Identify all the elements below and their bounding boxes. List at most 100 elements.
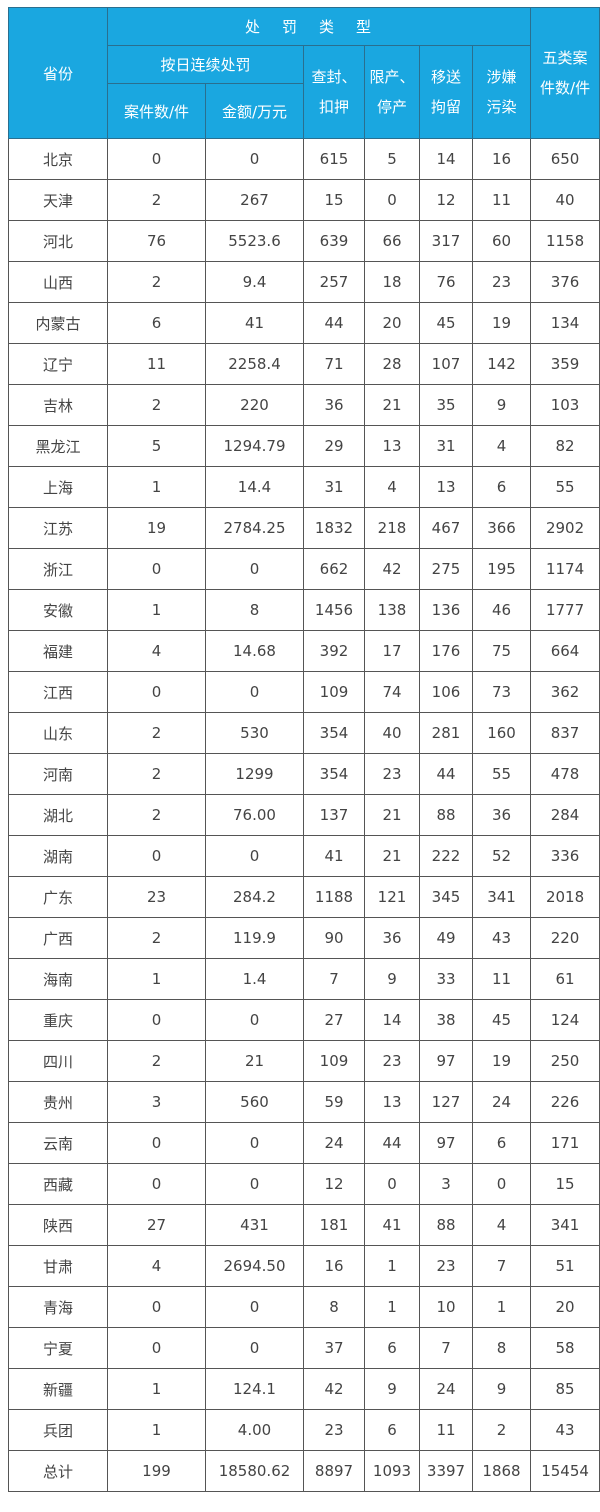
cell-province: 总计 bbox=[8, 1450, 108, 1492]
cell-daily-amount: 0 bbox=[205, 1286, 304, 1328]
table-row: 湖南 0 0 41 21 222 52 336 bbox=[8, 835, 600, 877]
table-row: 青海 0 0 8 1 10 1 20 bbox=[8, 1286, 600, 1328]
header-total-cases: 五类案 件数/件 bbox=[530, 7, 600, 139]
cell-total-cases: 58 bbox=[530, 1327, 600, 1369]
cell-suspected-pollution: 2 bbox=[471, 1409, 532, 1451]
cell-limit-stop: 0 bbox=[364, 1163, 420, 1205]
cell-limit-stop: 5 bbox=[364, 138, 420, 180]
cell-province: 江西 bbox=[8, 671, 108, 713]
cell-daily-amount: 284.2 bbox=[205, 876, 304, 918]
cell-daily-case-count: 0 bbox=[107, 835, 206, 877]
cell-province: 西藏 bbox=[8, 1163, 108, 1205]
cell-seal-seize: 8897 bbox=[303, 1450, 365, 1492]
cell-suspected-pollution: 7 bbox=[471, 1245, 532, 1287]
cell-seal-seize: 354 bbox=[303, 753, 365, 795]
cell-suspected-pollution: 60 bbox=[471, 220, 532, 262]
header-suspected-pollution: 涉嫌 污染 bbox=[471, 45, 532, 139]
cell-province: 海南 bbox=[8, 958, 108, 1000]
cell-seal-seize: 42 bbox=[303, 1368, 365, 1410]
table-row: 宁夏 0 0 37 6 7 8 58 bbox=[8, 1327, 600, 1369]
cell-seal-seize: 15 bbox=[303, 179, 365, 221]
table-row: 山东 2 530 354 40 281 160 837 bbox=[8, 712, 600, 754]
cell-suspected-pollution: 4 bbox=[471, 1204, 532, 1246]
cell-daily-amount: 0 bbox=[205, 1327, 304, 1369]
cell-daily-case-count: 0 bbox=[107, 1286, 206, 1328]
header-seal-seize: 查封、 扣押 bbox=[303, 45, 365, 139]
cell-daily-case-count: 4 bbox=[107, 630, 206, 672]
cell-total-cases: 15454 bbox=[530, 1450, 600, 1492]
cell-daily-case-count: 0 bbox=[107, 999, 206, 1041]
cell-province: 云南 bbox=[8, 1122, 108, 1164]
table-row: 山西 2 9.4 257 18 76 23 376 bbox=[8, 261, 600, 303]
table-row: 甘肃 4 2694.50 16 1 23 7 51 bbox=[8, 1245, 600, 1287]
header-case-count: 案件数/件 bbox=[107, 83, 206, 139]
cell-daily-case-count: 1 bbox=[107, 1409, 206, 1451]
cell-province: 福建 bbox=[8, 630, 108, 672]
cell-province: 天津 bbox=[8, 179, 108, 221]
cell-seal-seize: 662 bbox=[303, 548, 365, 590]
cell-daily-amount: 0 bbox=[205, 138, 304, 180]
header-pollution-line2: 污染 bbox=[486, 98, 517, 116]
cell-province: 内蒙古 bbox=[8, 302, 108, 344]
header-limit-stop: 限产、 停产 bbox=[364, 45, 420, 139]
cell-suspected-pollution: 46 bbox=[471, 589, 532, 631]
table-row: 北京 0 0 615 5 14 16 650 bbox=[8, 138, 600, 180]
cell-suspected-pollution: 4 bbox=[471, 425, 532, 467]
cell-limit-stop: 66 bbox=[364, 220, 420, 262]
cell-limit-stop: 40 bbox=[364, 712, 420, 754]
cell-limit-stop: 36 bbox=[364, 917, 420, 959]
cell-transfer-detain: 281 bbox=[419, 712, 473, 754]
cell-seal-seize: 31 bbox=[303, 466, 365, 508]
cell-daily-amount: 124.1 bbox=[205, 1368, 304, 1410]
table-row: 辽宁 11 2258.4 71 28 107 142 359 bbox=[8, 343, 600, 385]
cell-suspected-pollution: 0 bbox=[471, 1163, 532, 1205]
cell-transfer-detain: 467 bbox=[419, 507, 473, 549]
cell-province: 北京 bbox=[8, 138, 108, 180]
cell-daily-case-count: 1 bbox=[107, 589, 206, 631]
cell-province: 湖南 bbox=[8, 835, 108, 877]
cell-transfer-detain: 33 bbox=[419, 958, 473, 1000]
cell-limit-stop: 23 bbox=[364, 753, 420, 795]
cell-limit-stop: 1 bbox=[364, 1245, 420, 1287]
cell-province: 湖北 bbox=[8, 794, 108, 836]
cell-daily-amount: 0 bbox=[205, 548, 304, 590]
table-row: 上海 1 14.4 31 4 13 6 55 bbox=[8, 466, 600, 508]
cell-daily-amount: 18580.62 bbox=[205, 1450, 304, 1492]
table-row: 湖北 2 76.00 137 21 88 36 284 bbox=[8, 794, 600, 836]
cell-transfer-detain: 136 bbox=[419, 589, 473, 631]
cell-transfer-detain: 317 bbox=[419, 220, 473, 262]
table-row: 浙江 0 0 662 42 275 195 1174 bbox=[8, 548, 600, 590]
cell-suspected-pollution: 9 bbox=[471, 384, 532, 426]
cell-daily-amount: 267 bbox=[205, 179, 304, 221]
cell-daily-amount: 2258.4 bbox=[205, 343, 304, 385]
cell-transfer-detain: 3397 bbox=[419, 1450, 473, 1492]
cell-limit-stop: 138 bbox=[364, 589, 420, 631]
cell-limit-stop: 28 bbox=[364, 343, 420, 385]
cell-total-cases: 1777 bbox=[530, 589, 600, 631]
header-pollution-line1: 涉嫌 bbox=[486, 68, 517, 86]
cell-seal-seize: 59 bbox=[303, 1081, 365, 1123]
cell-total-cases: 664 bbox=[530, 630, 600, 672]
cell-transfer-detain: 44 bbox=[419, 753, 473, 795]
cell-transfer-detain: 107 bbox=[419, 343, 473, 385]
cell-seal-seize: 36 bbox=[303, 384, 365, 426]
table-row: 海南 1 1.4 7 9 33 11 61 bbox=[8, 958, 600, 1000]
header-total-line1: 五类案 bbox=[542, 49, 588, 67]
table-row: 西藏 0 0 12 0 3 0 15 bbox=[8, 1163, 600, 1205]
header-transfer-line1: 移送 bbox=[430, 68, 461, 86]
cell-total-cases: 250 bbox=[530, 1040, 600, 1082]
cell-seal-seize: 44 bbox=[303, 302, 365, 344]
table-header: 省份 处罚类型 五类案 件数/件 按日连续处罚 查封、 扣押 限产、 停产 移送 拘留 … bbox=[8, 7, 600, 139]
cell-total-cases: 359 bbox=[530, 343, 600, 385]
cell-transfer-detain: 38 bbox=[419, 999, 473, 1041]
table-row: 广西 2 119.9 90 36 49 43 220 bbox=[8, 917, 600, 959]
cell-limit-stop: 20 bbox=[364, 302, 420, 344]
table-row: 内蒙古 6 41 44 20 45 19 134 bbox=[8, 302, 600, 344]
cell-province: 河南 bbox=[8, 753, 108, 795]
cell-daily-case-count: 2 bbox=[107, 179, 206, 221]
cell-total-cases: 837 bbox=[530, 712, 600, 754]
cell-transfer-detain: 222 bbox=[419, 835, 473, 877]
cell-total-cases: 51 bbox=[530, 1245, 600, 1287]
cell-transfer-detain: 176 bbox=[419, 630, 473, 672]
cell-suspected-pollution: 19 bbox=[471, 1040, 532, 1082]
